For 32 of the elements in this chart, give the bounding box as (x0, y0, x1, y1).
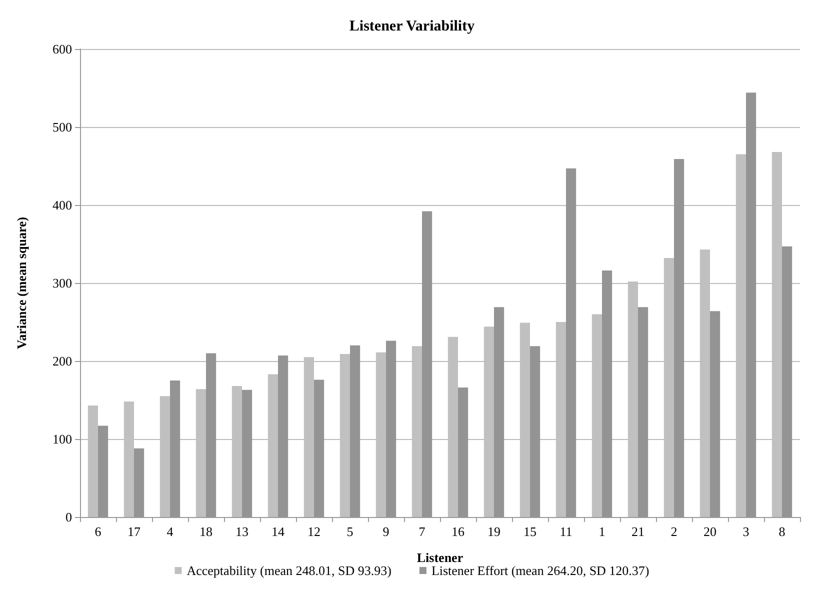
x-tick-label: 15 (524, 524, 536, 539)
y-tick-label: 300 (52, 276, 72, 290)
x-tick-label: 14 (272, 524, 285, 539)
x-tick-label: 4 (166, 524, 174, 539)
x-tick-label: 17 (128, 524, 141, 539)
x-tick-label: 16 (452, 524, 465, 539)
legend-label: Listener Effort (mean 264.20, SD 120.37) (431, 563, 650, 578)
x-axis-title: Listener (416, 550, 464, 565)
x-tick-label: 11 (560, 524, 572, 539)
y-tick-label: 200 (52, 354, 72, 368)
y-tick-label: 500 (52, 120, 72, 134)
x-tick-label: 19 (488, 524, 500, 539)
chart-title: Listener Variability (349, 18, 476, 34)
x-tick-label: 12 (308, 524, 320, 539)
x-tick-label: 2 (670, 524, 678, 539)
legend-label: Acceptability (mean 248.01, SD 93.93) (186, 563, 392, 578)
x-tick-label: 1 (598, 524, 606, 539)
x-tick-label: 9 (382, 524, 390, 539)
x-tick-label: 13 (236, 524, 248, 539)
x-tick-label: 6 (94, 524, 102, 539)
x-tick-label: 20 (704, 524, 716, 539)
y-axis-title: Variance (mean square) (14, 216, 29, 350)
x-tick-label: 18 (200, 524, 212, 539)
y-tick-label: 100 (52, 432, 72, 446)
x-tick-label: 3 (742, 524, 750, 539)
x-tick-label: 21 (632, 524, 644, 539)
y-tick-label: 0 (66, 510, 72, 524)
x-tick-label: 5 (346, 524, 354, 539)
x-tick-label: 7 (418, 524, 426, 539)
x-tick-label: 8 (778, 524, 786, 539)
y-tick-label: 600 (52, 42, 72, 56)
y-tick-label: 400 (52, 198, 72, 212)
